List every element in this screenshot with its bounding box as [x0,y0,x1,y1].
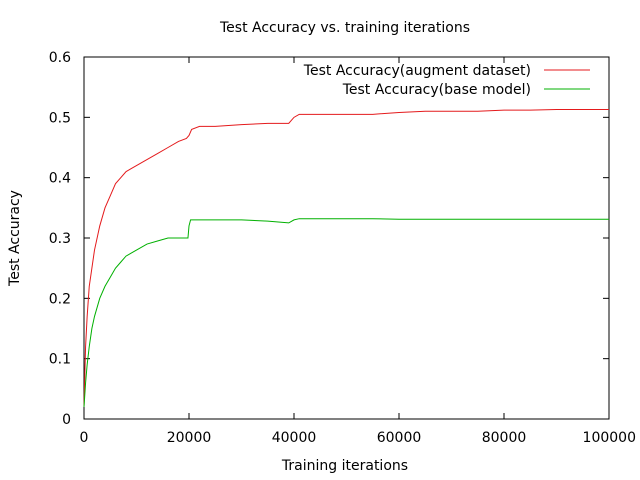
series-line-base [83,218,609,407]
y-tick-label: 0.1 [49,352,71,368]
x-tick-label: 40000 [272,430,317,446]
y-tick-label: 0.2 [49,291,71,307]
y-tick-label: 0.5 [49,110,71,126]
y-tick-label: 0.3 [49,231,71,247]
y-axis-ticks: 0 0.1 0.2 0.3 0.4 0.5 0.6 [49,50,609,428]
series-line-augment [83,108,609,407]
x-tick-label: 20000 [167,430,212,446]
series-layer [83,108,609,407]
chart-title: Test Accuracy vs. training iterations [219,20,470,36]
x-axis-label: Training iterations [281,458,408,474]
y-axis-label: Test Accuracy [7,190,23,287]
x-tick-label: 0 [80,430,89,446]
x-tick-label: 100000 [583,430,636,446]
legend-label-augment: Test Accuracy(augment dataset) [303,63,531,79]
x-tick-label: 80000 [482,430,527,446]
x-tick-label: 60000 [377,430,422,446]
y-tick-label: 0.4 [49,171,71,187]
y-tick-label: 0.6 [49,50,71,66]
y-tick-label: 0 [62,412,71,428]
x-axis-ticks: 0 20000 40000 60000 80000 100000 [80,57,636,446]
plot-frame [83,56,610,420]
legend: Test Accuracy(augment dataset) Test Accu… [303,63,590,98]
legend-label-base: Test Accuracy(base model) [342,82,531,98]
